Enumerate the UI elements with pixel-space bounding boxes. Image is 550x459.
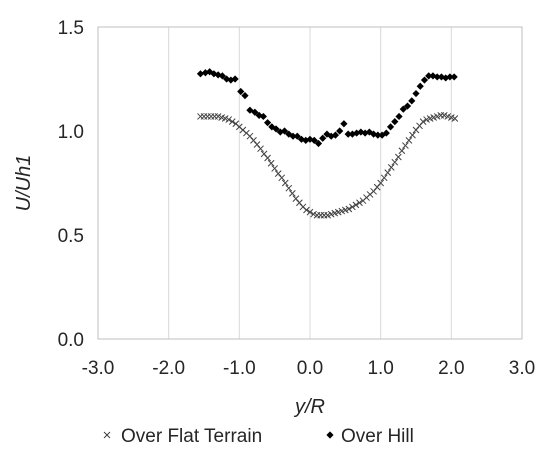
data-point-hill — [241, 92, 249, 100]
data-point-hill — [382, 129, 390, 137]
data-point-flat-terrain — [264, 154, 271, 162]
data-point-flat-terrain — [384, 169, 392, 176]
data-point-flat-terrain — [285, 184, 293, 192]
data-point-flat-terrain — [288, 190, 296, 197]
data-point-flat-terrain — [267, 159, 275, 167]
data-point-flat-terrain — [380, 174, 388, 182]
data-point-hill — [374, 131, 382, 139]
data-point-flat-terrain — [228, 118, 236, 125]
data-point-hill — [196, 70, 205, 78]
data-point-hill — [280, 127, 289, 135]
data-point-hill — [412, 89, 420, 98]
data-point-hill — [344, 130, 352, 138]
data-point-flat-terrain — [281, 179, 289, 187]
data-point-hill — [310, 136, 318, 144]
x-tick-label: -2.0 — [152, 358, 185, 379]
data-point-flat-terrain — [278, 174, 286, 182]
data-point-hill — [433, 73, 441, 81]
data-point-flat-terrain — [303, 206, 310, 214]
data-point-flat-terrain — [356, 199, 363, 207]
legend-label-hill: Over Hill — [341, 426, 414, 447]
data-point-hill — [231, 75, 239, 83]
data-point-hill — [293, 132, 301, 140]
data-point-flat-terrain — [419, 118, 427, 125]
data-point-flat-terrain — [391, 158, 399, 166]
x-tick-label: 2.0 — [438, 358, 464, 379]
data-point-hill — [289, 132, 297, 140]
data-point-hill — [399, 105, 407, 113]
data-point-flat-terrain — [409, 131, 416, 139]
data-point-hill — [365, 128, 373, 136]
data-point-hill — [285, 130, 293, 138]
y-tick-labels: 0.0 0.5 1.0 1.5 — [58, 18, 84, 351]
data-point-hill — [446, 73, 454, 81]
data-point-hill — [297, 135, 306, 143]
data-point-hill — [272, 125, 280, 133]
data-point-hill — [323, 130, 331, 138]
data-point-flat-terrain — [306, 208, 314, 216]
x-tick-labels: -3.0 -2.0 -1.0 0.0 1.0 2.0 3.0 — [82, 358, 536, 379]
data-point-hill — [340, 120, 348, 128]
data-point-flat-terrain — [225, 116, 233, 123]
data-point-hill — [370, 130, 378, 138]
data-point-hill — [378, 131, 386, 139]
data-point-hill — [391, 118, 399, 126]
y-axis-title: U/Uh1 — [13, 155, 35, 212]
data-point-flat-terrain — [451, 115, 459, 122]
legend-marker-flat-terrain — [103, 431, 111, 439]
data-point-hill — [218, 72, 226, 80]
data-point-hill — [416, 82, 424, 90]
data-point-hill — [386, 123, 395, 131]
y-tick-label: 0.5 — [58, 226, 84, 247]
data-point-hill — [408, 97, 416, 105]
data-points — [196, 68, 459, 219]
data-point-flat-terrain — [377, 179, 385, 187]
data-point-hill — [336, 127, 344, 135]
x-tick-label: 1.0 — [367, 358, 393, 379]
data-point-flat-terrain — [352, 201, 360, 209]
data-point-flat-terrain — [394, 153, 402, 161]
legend-diamond-marker — [326, 431, 334, 439]
data-point-hill — [268, 123, 276, 131]
data-point-flat-terrain — [349, 203, 356, 211]
data-point-hill — [314, 139, 323, 148]
data-point-flat-terrain — [345, 205, 353, 213]
data-point-hill — [425, 72, 433, 80]
data-point-hill — [264, 119, 272, 127]
legend-marker-hill — [326, 431, 334, 439]
y-tick-label: 1.0 — [58, 122, 84, 143]
data-point-hill — [251, 108, 259, 116]
x-tick-label: -1.0 — [223, 358, 256, 379]
data-point-flat-terrain — [257, 145, 264, 153]
y-tick-label: 0.0 — [58, 330, 84, 351]
x-tick-label: 3.0 — [509, 358, 535, 379]
data-point-hill — [429, 72, 437, 80]
data-point-flat-terrain — [402, 142, 409, 149]
data-point-hill — [450, 73, 458, 81]
x-axis-title: y/R — [293, 396, 325, 418]
data-point-hill — [259, 112, 267, 121]
data-point-hill — [348, 130, 356, 138]
plot-area-border — [97, 26, 523, 340]
x-tick-label: -3.0 — [82, 358, 115, 379]
legend-label-flat-terrain: Over Flat Terrain — [121, 426, 262, 447]
data-point-hill — [223, 75, 231, 83]
y-tick-label: 1.5 — [58, 18, 84, 39]
data-point-flat-terrain — [387, 164, 395, 171]
legend-x-marker — [103, 431, 111, 439]
data-point-flat-terrain — [271, 165, 279, 172]
data-point-flat-terrain — [398, 147, 406, 155]
data-point-hill — [237, 87, 245, 96]
x-tick-label: 0.0 — [297, 358, 323, 379]
data-point-hill — [403, 102, 412, 110]
legend: Over Flat Terrain Over Hill — [103, 426, 414, 447]
data-point-hill — [255, 111, 263, 119]
data-point-hill — [420, 76, 429, 84]
data-point-flat-terrain — [405, 137, 413, 144]
data-point-hill — [331, 131, 340, 139]
data-point-hill — [395, 112, 403, 121]
data-point-hill — [319, 134, 327, 142]
